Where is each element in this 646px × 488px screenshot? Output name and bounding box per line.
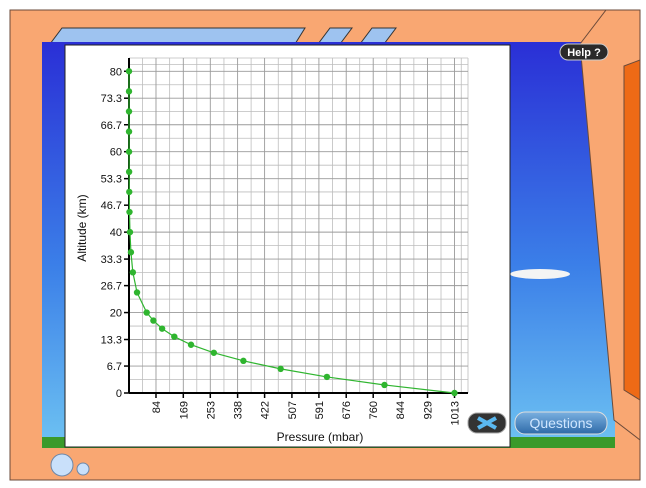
x-tick-label: 929: [423, 401, 435, 419]
help-label: Help ?: [567, 47, 601, 59]
screen: Help ? Questions Pressure (mbar) Altitud…: [0, 0, 646, 483]
data-point: [126, 68, 132, 74]
data-point: [150, 317, 156, 323]
x-axis-title: Pressure (mbar): [277, 430, 364, 444]
x-tick-label: 253: [205, 401, 217, 419]
y-tick-label: 20: [110, 308, 122, 320]
data-point: [324, 374, 330, 380]
y-tick-label: 66.7: [101, 120, 122, 132]
data-point: [211, 350, 217, 356]
y-tick-label: 46.7: [101, 200, 122, 212]
y-axis-title: Altitude (km): [75, 194, 89, 261]
data-point: [240, 358, 246, 364]
data-point: [134, 289, 140, 295]
data-point: [126, 128, 132, 134]
x-tick-label: 591: [314, 401, 326, 419]
data-point: [381, 382, 387, 388]
data-point: [159, 325, 165, 331]
data-point: [277, 366, 283, 372]
y-tick-label: 26.7: [101, 281, 122, 293]
nav-dot[interactable]: [77, 463, 89, 475]
data-point: [126, 169, 132, 175]
data-point: [171, 333, 177, 339]
data-point: [143, 309, 149, 315]
data-point: [126, 88, 132, 94]
y-tick-label: 13.3: [101, 335, 122, 347]
x-tick-label: 84: [151, 401, 163, 413]
nav-dot[interactable]: [51, 454, 73, 476]
x-tick-label: 338: [233, 401, 245, 419]
y-tick-label: 6.7: [107, 361, 122, 373]
tab: [50, 28, 305, 44]
page: {"ui": {"help_button": "Help ?", "questi…: [0, 0, 646, 483]
y-tick-label: 40: [110, 227, 122, 239]
x-tick-label: 507: [287, 401, 299, 419]
x-tick-label: 169: [178, 401, 190, 419]
y-tick-label: 80: [110, 66, 122, 78]
data-point: [126, 189, 132, 195]
y-tick-label: 0: [116, 388, 122, 400]
x-tick-label: 844: [395, 401, 407, 419]
y-tick-label: 60: [110, 147, 122, 159]
x-tick-label: 422: [260, 401, 272, 419]
data-point: [126, 149, 132, 155]
x-tick-label: 676: [341, 401, 353, 419]
y-tick-label: 73.3: [101, 93, 122, 105]
data-point: [126, 209, 132, 215]
cloud: [510, 269, 570, 279]
data-point: [188, 342, 194, 348]
data-point: [128, 249, 134, 255]
x-tick-label: 1013: [450, 401, 462, 425]
y-tick-label: 53.3: [101, 174, 122, 186]
data-point: [126, 108, 132, 114]
x-tick-label: 760: [368, 401, 380, 419]
side-panel: [624, 60, 640, 400]
questions-label: Questions: [529, 415, 592, 431]
data-point: [127, 229, 133, 235]
data-point: [130, 269, 136, 275]
y-tick-label: 33.3: [101, 254, 122, 266]
data-point: [451, 390, 457, 396]
